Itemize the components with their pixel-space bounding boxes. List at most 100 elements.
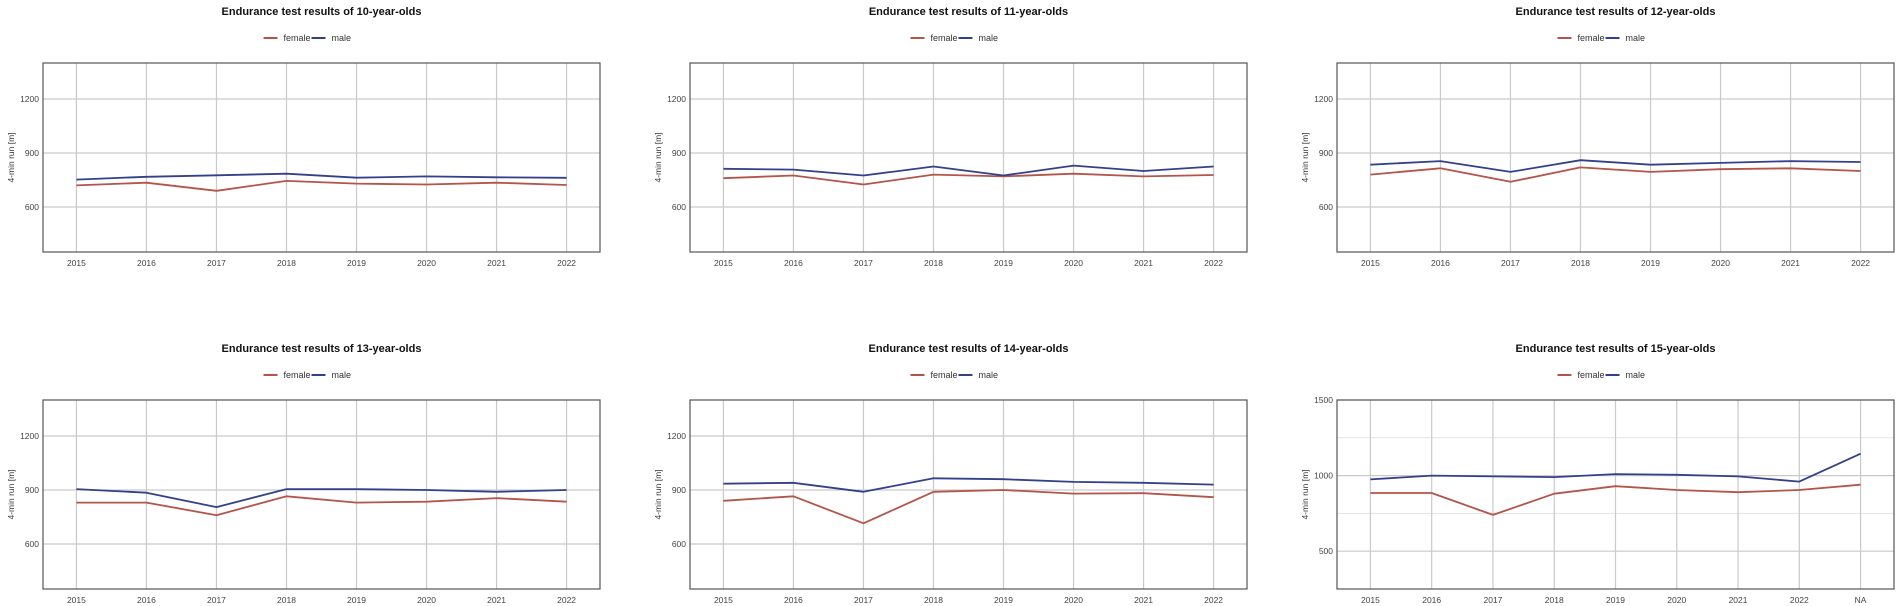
x-tick-label: 2018 <box>924 595 943 605</box>
x-tick-labels: 2015 2016 2017 2018 2019 2020 2021 2022 NA <box>1361 595 1867 605</box>
x-tick-label: 2020 <box>1064 258 1083 268</box>
x-tick-label: 2017 <box>854 258 873 268</box>
x-tick-label: 2016 <box>784 258 803 268</box>
x-tick-label: 2019 <box>347 258 366 268</box>
legend-label-male: male <box>332 370 352 380</box>
y-axis-label: 4-min run [m] <box>1300 132 1310 182</box>
chart-title: Endurance test results of 11-year-olds <box>869 6 1068 18</box>
x-tick-labels: 2015 2016 2017 2018 2019 2020 2021 2022 <box>67 258 576 268</box>
grid-lines <box>43 63 600 252</box>
chart-legend: female male <box>910 370 998 380</box>
x-tick-labels: 2015 2016 2017 2018 2019 2020 2021 2022 <box>714 258 1223 268</box>
grid-lines <box>1337 399 1894 590</box>
x-tick-label: 2015 <box>1361 595 1380 605</box>
y-tick-label: 900 <box>672 485 686 495</box>
y-tick-label: 600 <box>25 539 39 549</box>
x-tick-label: 2015 <box>67 258 86 268</box>
grid-lines <box>1337 63 1894 252</box>
y-tick-labels: 600 900 1200 <box>667 431 686 549</box>
legend-label-male: male <box>979 33 999 43</box>
series-line-female <box>723 489 1214 525</box>
legend-label-female: female <box>931 33 958 43</box>
legend-label-female: female <box>1578 33 1605 43</box>
y-axis-label: 4-min run [m] <box>653 469 663 519</box>
grid-lines <box>690 63 1247 252</box>
legend-label-female: female <box>284 33 311 43</box>
x-tick-label: 2020 <box>1711 258 1730 268</box>
y-axis-label: 4-min run [m] <box>6 469 16 519</box>
y-tick-labels: 600 900 1200 <box>20 94 39 212</box>
chart-panel-3: Endurance test results of 12-year-olds fe… <box>1300 6 1895 268</box>
x-tick-label: 2022 <box>1204 595 1223 605</box>
series-line-female <box>76 495 567 517</box>
y-tick-label: 1200 <box>20 94 39 104</box>
legend-label-male: male <box>332 33 352 43</box>
y-axis-label: 4-min run [m] <box>6 132 16 182</box>
y-tick-label: 900 <box>1319 148 1333 158</box>
chart-legend: female male <box>1557 370 1645 380</box>
chart-title: Endurance test results of 14-year-olds <box>869 343 1069 355</box>
series-line-female <box>76 179 567 192</box>
series-line-male <box>1370 452 1861 483</box>
x-tick-label: 2019 <box>994 258 1013 268</box>
series-line-male <box>76 172 567 181</box>
x-tick-label: 2016 <box>784 595 803 605</box>
plot-frame <box>689 62 1248 253</box>
x-tick-label: 2017 <box>1483 595 1502 605</box>
x-tick-labels: 2015 2016 2017 2018 2019 2020 2021 2022 <box>67 595 576 605</box>
y-tick-label: 600 <box>672 539 686 549</box>
chart-legend: female male <box>263 33 352 43</box>
series-line-male <box>76 488 567 509</box>
x-tick-label: 2015 <box>67 595 86 605</box>
y-tick-label: 1500 <box>1314 395 1333 405</box>
y-tick-label: 600 <box>672 202 686 212</box>
x-tick-label: 2022 <box>1790 595 1809 605</box>
chart-legend: female male <box>910 33 999 43</box>
x-tick-label: 2020 <box>1064 595 1083 605</box>
plot-frame <box>1336 399 1895 590</box>
series-line-female <box>723 172 1214 186</box>
y-tick-label: 1000 <box>1314 471 1333 481</box>
series-line-female <box>1370 166 1861 183</box>
chart-legend: female male <box>1557 33 1646 43</box>
chart-title: Endurance test results of 10-year-olds <box>222 6 422 18</box>
x-tick-label: 2015 <box>1361 258 1380 268</box>
x-tick-label: 2019 <box>1641 258 1660 268</box>
x-tick-label: 2016 <box>137 595 156 605</box>
x-tick-label: 2017 <box>207 595 226 605</box>
x-tick-label: 2019 <box>994 595 1013 605</box>
x-tick-label: 2016 <box>1431 258 1450 268</box>
x-tick-label: 2018 <box>1571 258 1590 268</box>
x-tick-label: 2022 <box>1204 258 1223 268</box>
chart-panel-1: Endurance test results of 10-year-olds fe… <box>6 6 601 268</box>
x-tick-label: 2019 <box>347 595 366 605</box>
legend-label-male: male <box>1626 33 1646 43</box>
y-tick-label: 900 <box>672 148 686 158</box>
legend-label-female: female <box>284 370 311 380</box>
series-line-male <box>723 477 1214 493</box>
x-tick-label: 2021 <box>487 595 506 605</box>
x-tick-label: 2021 <box>1134 595 1153 605</box>
x-tick-label: 2022 <box>557 258 576 268</box>
y-tick-label: 900 <box>25 485 39 495</box>
x-tick-label: 2021 <box>1781 258 1800 268</box>
y-tick-label: 1200 <box>667 94 686 104</box>
series-line-female <box>1370 483 1861 516</box>
y-tick-label: 500 <box>1319 546 1333 556</box>
y-tick-label: 600 <box>25 202 39 212</box>
x-tick-label: 2021 <box>1729 595 1748 605</box>
x-tick-label: 2018 <box>277 595 296 605</box>
x-tick-labels: 2015 2016 2017 2018 2019 2020 2021 2022 <box>1361 258 1870 268</box>
x-tick-label: 2018 <box>277 258 296 268</box>
x-tick-label: 2017 <box>854 595 873 605</box>
x-tick-label: 2016 <box>137 258 156 268</box>
plot-frame <box>689 399 1248 590</box>
plot-frame <box>1336 62 1895 253</box>
plot-frame <box>42 399 601 590</box>
x-tick-label: 2017 <box>1501 258 1520 268</box>
x-tick-label: 2019 <box>1606 595 1625 605</box>
x-tick-label: 2016 <box>1422 595 1441 605</box>
y-tick-labels: 500 1000 1500 <box>1314 395 1333 556</box>
x-tick-label: 2022 <box>1851 258 1870 268</box>
y-tick-label: 600 <box>1319 202 1333 212</box>
